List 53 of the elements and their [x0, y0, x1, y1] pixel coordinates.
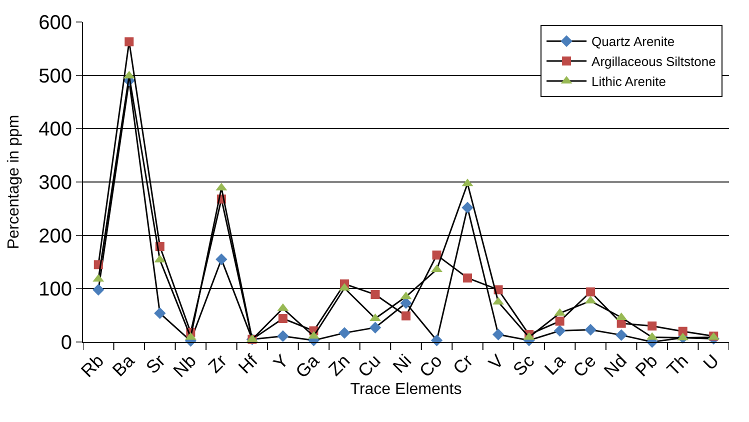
- x-tick-label: Y: [270, 350, 292, 374]
- x-tick-label: Ba: [108, 350, 140, 380]
- x-tick-label: Co: [416, 350, 446, 382]
- point: [492, 328, 504, 340]
- point: [277, 330, 289, 342]
- x-tick-label: La: [540, 350, 570, 379]
- point: [370, 290, 380, 300]
- legend-label: Quartz Arenite: [592, 34, 675, 50]
- x-tick-label: U: [699, 350, 723, 374]
- point: [124, 37, 134, 46]
- y-axis-title: Percentage in ppm: [6, 114, 23, 250]
- y-tick-label: 500: [38, 65, 72, 88]
- point: [402, 311, 410, 320]
- y-tick-label: 600: [38, 12, 72, 34]
- x-tick-label: Zn: [324, 350, 354, 380]
- x-tick-label: Zr: [204, 350, 231, 377]
- x-tick-label: Sc: [509, 350, 538, 380]
- x-axis-title: Trace Elements: [350, 381, 462, 398]
- legend-label: Lithic Arenite: [592, 74, 666, 90]
- x-tick-label: Nd: [600, 350, 631, 382]
- x-tick-label: Pb: [632, 350, 662, 380]
- x-tick-label: Rb: [77, 350, 108, 382]
- point: [338, 327, 350, 339]
- y-tick-label: 400: [38, 118, 72, 141]
- point: [555, 316, 564, 326]
- point: [554, 324, 566, 337]
- x-tick-label: Sr: [142, 350, 170, 378]
- x-tick-label: Cu: [354, 350, 384, 382]
- point: [432, 250, 442, 260]
- point: [648, 322, 657, 330]
- y-tick-label: 0: [60, 332, 72, 354]
- x-tick-label: Ni: [389, 350, 416, 377]
- point: [216, 253, 228, 266]
- y-tick-label: 100: [38, 278, 72, 301]
- point: [463, 274, 472, 282]
- point: [92, 284, 104, 296]
- x-tick-label: V: [484, 350, 508, 374]
- point: [369, 322, 382, 334]
- y-tick-label: 200: [38, 225, 72, 248]
- y-tick-label: 300: [38, 172, 72, 194]
- x-tick-label: Nb: [169, 350, 200, 382]
- point: [586, 287, 596, 296]
- x-tick-label: Ga: [292, 350, 324, 382]
- x-tick-label: Hf: [234, 350, 262, 378]
- legend-label: Argillaceous Siltstone: [592, 54, 716, 70]
- x-tick-label: Th: [663, 350, 692, 380]
- point: [278, 314, 288, 324]
- point: [584, 324, 596, 336]
- point: [615, 329, 628, 341]
- point: [462, 202, 474, 214]
- point: [154, 307, 166, 320]
- x-tick-label: Ce: [569, 350, 600, 382]
- x-tick-label: Cr: [449, 350, 477, 378]
